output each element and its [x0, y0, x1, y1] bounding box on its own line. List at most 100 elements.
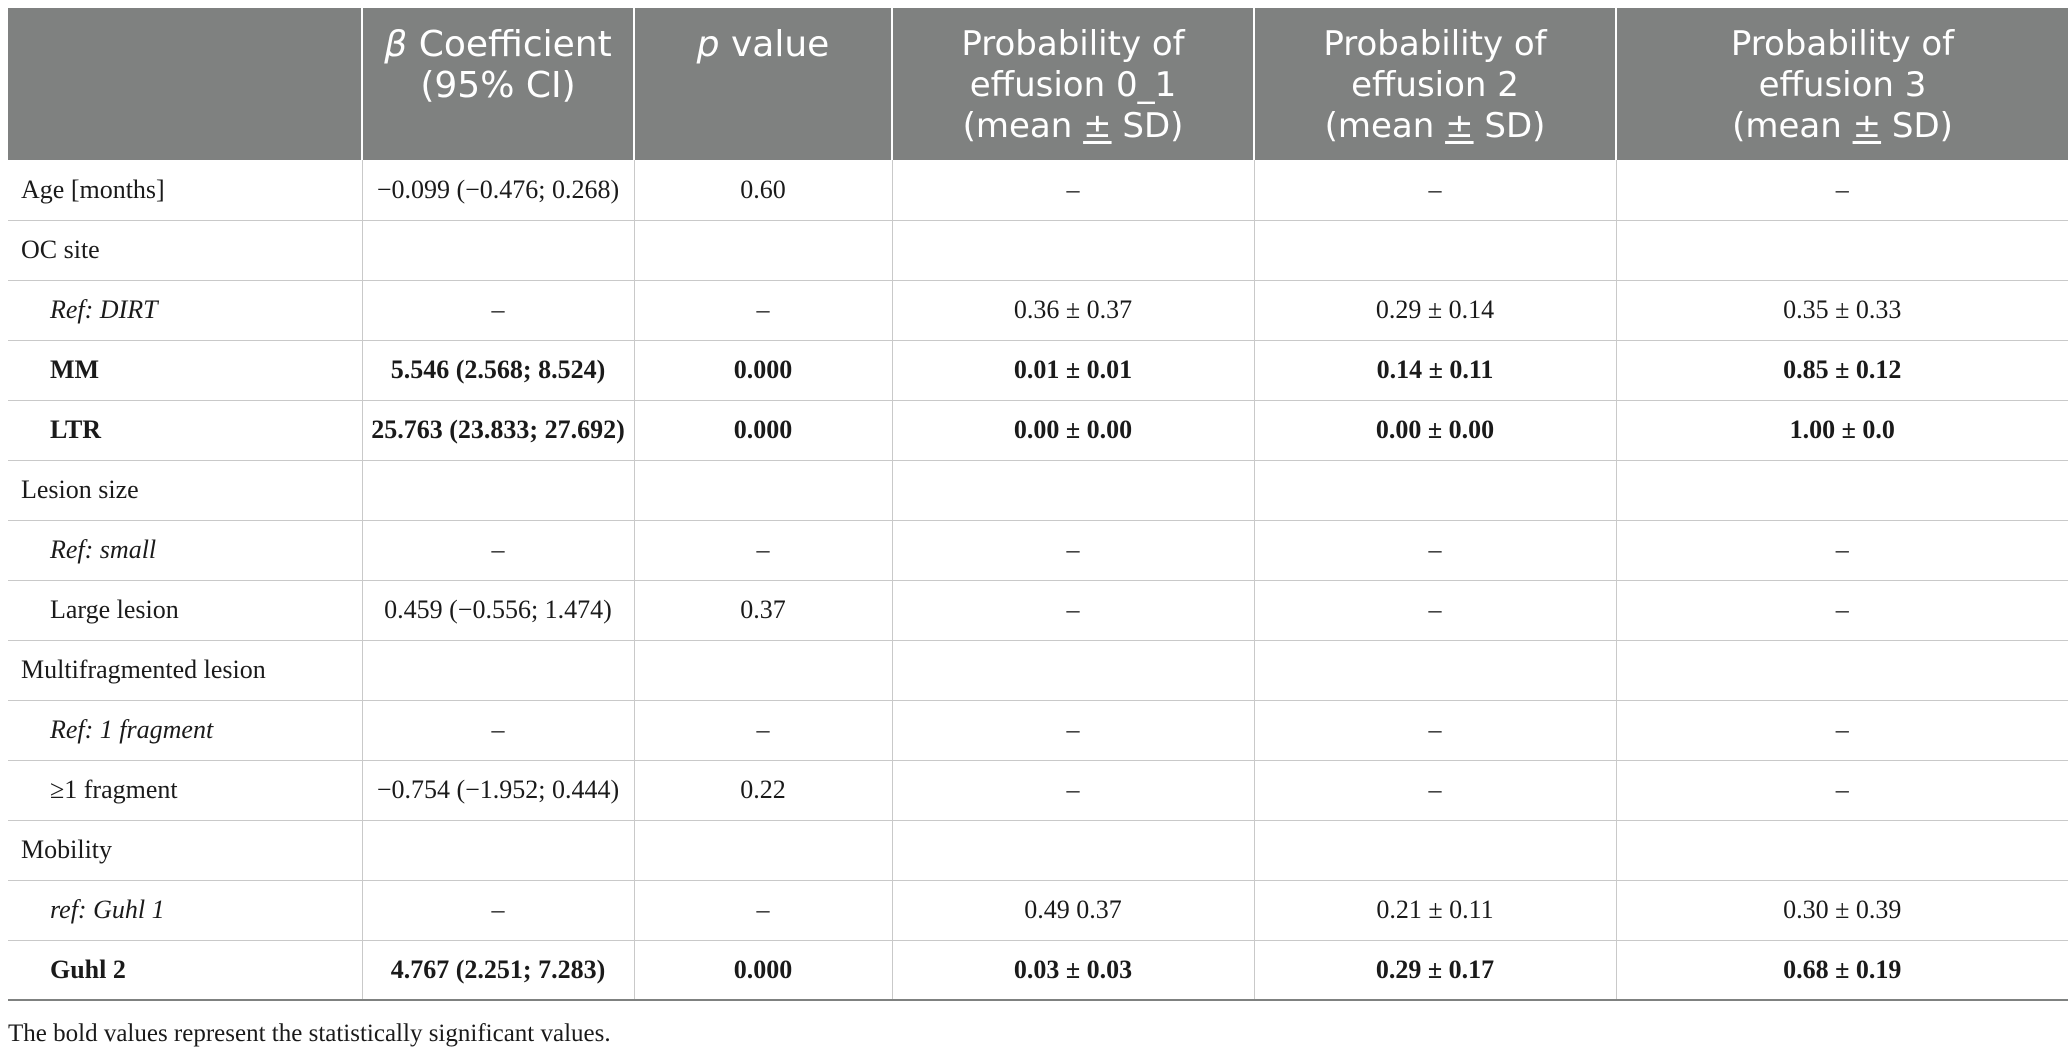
header-line: Probability of — [961, 24, 1185, 64]
header-probability-effusion-2: Probability of effusion 2 (mean ± SD) — [1254, 8, 1617, 160]
table-cell: 0.36 ± 0.37 — [892, 280, 1255, 341]
table-cell: – — [1254, 520, 1617, 581]
table-cell: 0.85 ± 0.12 — [1616, 340, 2068, 401]
table-cell: 0.29 ± 0.17 — [1254, 940, 1617, 1001]
table-cell: – — [634, 280, 893, 341]
header-line: Probability of — [1730, 24, 1955, 64]
table-cell: – — [1616, 700, 2068, 761]
table-cell — [1616, 460, 2068, 521]
table-cell — [634, 820, 893, 881]
table-cell — [892, 820, 1255, 881]
table-cell — [362, 220, 635, 281]
regression-results-table: β Coefficient (95% CI) p value Probabili… — [8, 8, 2068, 1001]
header-probability-effusion-3: Probability of effusion 3 (mean ± SD) — [1616, 8, 2068, 160]
table-cell: 0.21 ± 0.11 — [1254, 880, 1617, 941]
table-cell: – — [892, 160, 1255, 221]
header-line: (mean — [1324, 106, 1446, 146]
row-label: Ref: small — [8, 520, 363, 581]
table-cell: 0.29 ± 0.14 — [1254, 280, 1617, 341]
table-cell: 0.000 — [634, 400, 893, 461]
table-row: Ref: DIRT – –0.36 ± 0.37 0.29 ± 0.14 0.35 ± … — [8, 280, 2068, 341]
table-cell — [1254, 460, 1617, 521]
table-footnote: The bold values represent the statistica… — [8, 1020, 611, 1047]
header-line: effusion 3 — [1758, 65, 1927, 105]
table-cell: – — [1254, 160, 1617, 221]
header-line: Probability of — [1323, 24, 1547, 64]
table-cell: −0.099 (−0.476; 0.268) — [362, 160, 635, 221]
table-cell: 4.767 (2.251; 7.283) — [362, 940, 635, 1001]
table-cell — [1254, 820, 1617, 881]
header-line: SD) — [1473, 106, 1546, 146]
table-row: Ref: 1 fragment – – – – – — [8, 700, 2068, 761]
table-cell: – — [362, 520, 635, 581]
table-cell: – — [634, 520, 893, 581]
header-variable — [8, 8, 363, 160]
header-row: β Coefficient (95% CI) p value Probabili… — [8, 8, 2068, 160]
table-cell — [1254, 640, 1617, 701]
table-cell: 0.35 ± 0.33 — [1616, 280, 2068, 341]
table-cell — [892, 640, 1255, 701]
table-cell: 0.000 — [634, 940, 893, 1001]
header-line: (mean — [1732, 106, 1853, 146]
row-label: Age [months] — [8, 160, 363, 221]
row-label: MM — [8, 340, 363, 401]
header-probability-effusion-0-1: Probability of effusion 0_1 (mean ± SD) — [892, 8, 1255, 160]
header-beta-coefficient: β Coefficient (95% CI) — [362, 8, 635, 160]
header-p-value: p value — [634, 8, 893, 160]
results-table-container: β Coefficient (95% CI) p value Probabili… — [8, 8, 2068, 1001]
table-cell: 0.30 ± 0.39 — [1616, 880, 2068, 941]
table-cell: −0.754 (−1.952; 0.444) — [362, 760, 635, 821]
plus-minus-symbol: ± — [1445, 106, 1474, 146]
table-cell: 0.22 — [634, 760, 893, 821]
table-cell: 25.763 (23.833; 27.692) — [362, 400, 635, 461]
table-cell: – — [1616, 520, 2068, 581]
table-cell — [634, 220, 893, 281]
table-cell: – — [1254, 580, 1617, 641]
table-cell: 0.00 ± 0.00 — [892, 400, 1255, 461]
table-cell: 0.60 — [634, 160, 893, 221]
table-cell: 1.00 ± 0.0 — [1616, 400, 2068, 461]
table-cell: – — [892, 760, 1255, 821]
row-label: Mobility — [8, 820, 363, 881]
table-cell: – — [892, 520, 1255, 581]
row-label: Large lesion — [8, 580, 363, 641]
table-row: Mobility — [8, 820, 2068, 881]
table-cell: – — [1616, 160, 2068, 221]
plus-minus-symbol: ± — [1852, 106, 1882, 146]
table-cell: 0.01 ± 0.01 — [892, 340, 1255, 401]
table-cell: 5.546 (2.568; 8.524) — [362, 340, 635, 401]
table-row: LTR 25.763 (23.833; 27.692) 0.000 0.00 ± 0.… — [8, 400, 2068, 461]
row-label: Ref: 1 fragment — [8, 700, 363, 761]
table-cell — [1616, 220, 2068, 281]
table-body: Age [months] −0.099 (−0.476; 0.268) 0.60– –… — [8, 160, 2068, 1001]
header-line: effusion 0_1 — [969, 65, 1177, 105]
row-label: LTR — [8, 400, 363, 461]
table-row: ≥1 fragment −0.754 (−1.952; 0.444) 0.22– – – — [8, 760, 2068, 821]
table-cell — [1254, 220, 1617, 281]
table-cell: – — [634, 700, 893, 761]
table-cell — [634, 640, 893, 701]
table-cell: – — [362, 880, 635, 941]
table-cell — [362, 640, 635, 701]
table-row: MM 5.546 (2.568; 8.524) 0.000 0.01 ± 0.01 0.… — [8, 340, 2068, 401]
row-label: OC site — [8, 220, 363, 281]
table-row: Ref: small – – – – – — [8, 520, 2068, 581]
header-line: SD) — [1111, 106, 1184, 146]
table-cell: – — [634, 880, 893, 941]
table-cell: 0.49 0.37 — [892, 880, 1255, 941]
table-cell: – — [1616, 760, 2068, 821]
table-row: Multifragmented lesion — [8, 640, 2068, 701]
table-cell — [892, 460, 1255, 521]
table-cell: – — [362, 700, 635, 761]
table-cell — [1616, 640, 2068, 701]
table-cell — [892, 220, 1255, 281]
table-cell: – — [1254, 700, 1617, 761]
row-label: Multifragmented lesion — [8, 640, 363, 701]
table-row: Age [months] −0.099 (−0.476; 0.268) 0.60– –… — [8, 160, 2068, 221]
beta-header-text: Coefficient (95% CI) — [407, 24, 612, 106]
table-cell — [362, 460, 635, 521]
table-cell: – — [1616, 580, 2068, 641]
row-label: Ref: DIRT — [8, 280, 363, 341]
header-line: SD) — [1881, 106, 1953, 146]
table-row: ref: Guhl 1– –0.49 0.37 0.21 ± 0.11 0.30 ± … — [8, 880, 2068, 941]
